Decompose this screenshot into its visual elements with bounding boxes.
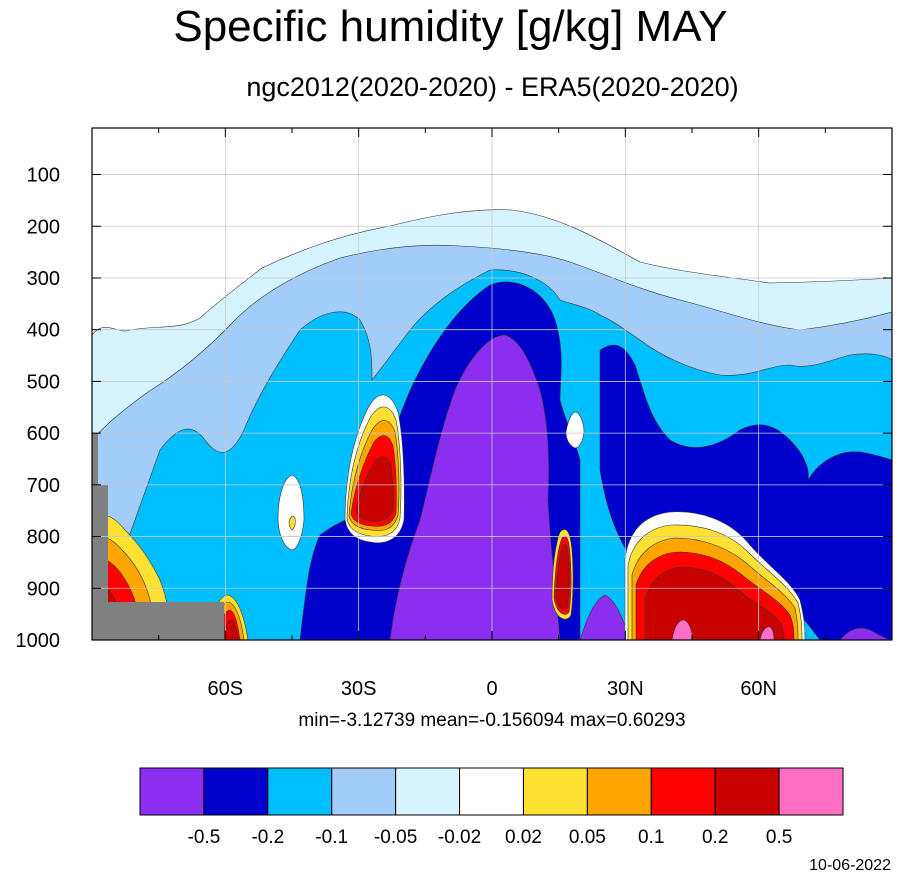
y-tick-label-9: 1000 (16, 630, 61, 652)
colorbar-label-1: -0.2 (251, 827, 284, 848)
y-axis: 100 200 300 400 500 600 700 800 900 1000 (16, 165, 892, 652)
colorbar-label-4: -0.02 (438, 827, 481, 848)
colorbar-box-8 (650, 767, 716, 816)
stats-line: min=-3.12739 mean=-0.156094 max=0.60293 (298, 710, 686, 731)
y-tick-label-6: 700 (27, 475, 60, 497)
colorbar-box-4 (395, 767, 461, 816)
x-axis: 60S 30S 0 30N 60N (158, 128, 826, 700)
y-tick-label-5: 600 (27, 423, 60, 445)
grid-lines (92, 128, 892, 641)
contour-region-33 (288, 515, 296, 531)
colorbar-box-9 (714, 767, 780, 816)
contour-region-31 (759, 626, 775, 640)
colorbar-box-7 (586, 767, 652, 816)
x-tick-label-0: 60S (208, 678, 244, 700)
colorbar-box-3 (331, 767, 397, 816)
colorbar-label-6: 0.05 (569, 827, 606, 848)
colorbar-label-0: -0.5 (188, 827, 221, 848)
y-tick-label-0: 100 (27, 165, 60, 187)
colorbar-box-10 (778, 767, 844, 816)
colorbar: -0.5 -0.2 -0.1 -0.05 -0.02 0.02 0.05 0.1 0.2 0.5 (139, 767, 844, 848)
chart-subtitle: ngc2012(2020-2020) - ERA5(2020-2020) (246, 72, 739, 102)
y-tick-label-7: 800 (27, 527, 60, 549)
contour-region-24 (555, 544, 570, 610)
x-tick-label-3: 30N (607, 678, 644, 700)
colorbar-label-7: 0.1 (638, 827, 664, 848)
colorbar-box-1 (203, 767, 269, 816)
colorbar-box-6 (522, 767, 588, 816)
colorbar-box-5 (459, 767, 524, 816)
x-tick-label-4: 60N (740, 678, 777, 700)
y-tick-label-1: 200 (27, 216, 60, 238)
x-tick-label-2: 0 (486, 678, 497, 700)
date-stamp: 10-06-2022 (809, 857, 891, 874)
contour-region-6 (389, 334, 561, 640)
contour-region-32 (277, 474, 305, 551)
colorbar-label-9: 0.5 (766, 827, 792, 848)
colorbar-label-5: 0.02 (505, 827, 542, 848)
x-tick-label-1: 30S (341, 678, 377, 700)
y-tick-label-3: 400 (27, 320, 60, 342)
y-tick-label-4: 500 (27, 371, 60, 393)
terrain-mask (92, 433, 224, 640)
y-tick-label-2: 300 (27, 268, 60, 290)
contour-region-34 (565, 411, 585, 449)
y-tick-label-8: 900 (27, 578, 60, 600)
colorbar-label-3: -0.05 (374, 827, 417, 848)
colorbar-label-2: -0.1 (315, 827, 348, 848)
colorbar-label-8: 0.2 (702, 827, 728, 848)
colorbar-box-0 (139, 767, 205, 816)
contour-region-21 (355, 456, 394, 522)
colorbar-box-2 (267, 767, 333, 816)
chart-title: Specific humidity [g/kg] MAY (173, 2, 728, 51)
contour-region-16 (221, 619, 239, 640)
